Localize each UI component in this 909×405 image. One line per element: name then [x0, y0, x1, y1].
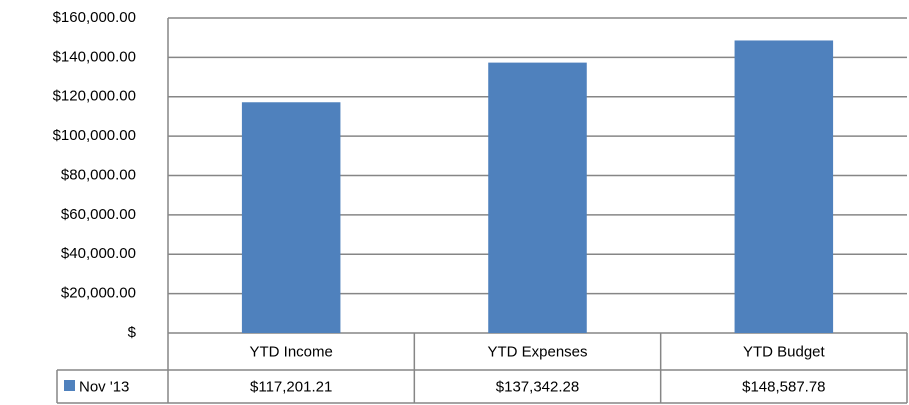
- category-label: YTD Expenses: [487, 343, 587, 360]
- bar: [241, 102, 341, 333]
- category-label: YTD Income: [249, 343, 332, 360]
- y-tick-label: $: [128, 324, 137, 341]
- table-value: $148,587.78: [742, 378, 825, 395]
- y-tick-label: $120,000.00: [53, 88, 136, 105]
- y-tick-label: $100,000.00: [53, 127, 136, 144]
- y-tick-label: $60,000.00: [61, 206, 136, 223]
- y-tick-label: $20,000.00: [61, 285, 136, 302]
- y-tick-label: $40,000.00: [61, 245, 136, 262]
- table-value: $117,201.21: [250, 378, 332, 395]
- bar: [734, 40, 834, 334]
- bar: [488, 62, 587, 333]
- y-tick-label: $140,000.00: [53, 48, 136, 65]
- legend-swatch: [64, 380, 75, 391]
- category-label: YTD Budget: [743, 343, 826, 360]
- legend-label: Nov '13: [79, 378, 129, 395]
- y-tick-label: $80,000.00: [61, 166, 136, 183]
- table-value: $137,342.28: [496, 378, 579, 395]
- y-tick-label: $160,000.00: [53, 9, 136, 26]
